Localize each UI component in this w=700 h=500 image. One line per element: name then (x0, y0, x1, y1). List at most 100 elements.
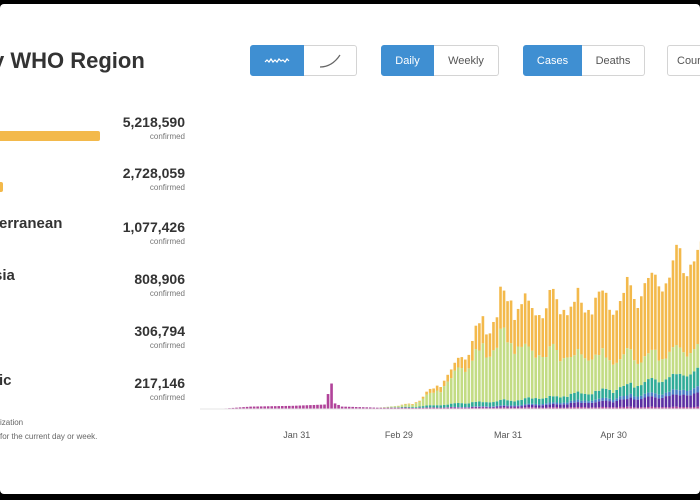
bar-segment-south_east_asia (640, 399, 643, 408)
bar-segment-eastern_mediterranean (664, 379, 668, 393)
bar-segment-western_pacific (400, 407, 404, 409)
bar-segment-eastern_mediterranean (502, 399, 506, 406)
bar-segment-south_east_asia (485, 406, 488, 408)
bar-segment-eastern_mediterranean (453, 403, 457, 407)
bar-segment-western_pacific (449, 407, 453, 409)
bar-segment-africa (537, 404, 541, 406)
bar-segment-western_pacific (675, 406, 678, 409)
bar-segment-europe (383, 407, 386, 408)
bar-segment-eastern_mediterranean (647, 379, 650, 393)
bar-segment-western_pacific (273, 406, 277, 409)
bar-segment-americas (636, 308, 640, 364)
bar-segment-americas (442, 380, 446, 387)
bar-segment-south_east_asia (608, 401, 611, 408)
bar-segment-eastern_mediterranean (682, 375, 685, 390)
bar-segment-europe (555, 350, 559, 397)
bar-segment-eastern_mediterranean (411, 407, 414, 408)
bar-segment-western_pacific (485, 407, 488, 409)
bar-segment-americas (421, 396, 425, 399)
bar-chart-style-button[interactable] (250, 45, 304, 76)
bar-segment-africa (576, 399, 580, 403)
bar-segment-africa (661, 394, 664, 398)
bar-segment-americas (608, 309, 611, 361)
region-row-americas[interactable]: 5,218,590 confirmed (0, 114, 190, 154)
bar-segment-americas (569, 306, 573, 358)
weekly-button[interactable]: Weekly (434, 45, 499, 76)
bar-segment-south_east_asia (530, 405, 534, 408)
bar-segment-americas (411, 404, 414, 405)
bar-segment-africa (566, 402, 569, 405)
bar-segment-eastern_mediterranean (622, 385, 626, 396)
bar-segment-americas (601, 290, 604, 349)
bar-segment-americas (492, 321, 495, 351)
region-bar-europe (0, 182, 3, 192)
bar-segment-americas (407, 403, 411, 405)
bar-segment-eastern_mediterranean (516, 400, 520, 406)
bar-segment-africa (597, 398, 601, 402)
bar-segment-americas (481, 316, 485, 344)
bar-segment-south_east_asia (523, 405, 527, 408)
bar-segment-western_pacific (530, 407, 534, 409)
region-row-europe[interactable]: 2,728,059 confirmed (0, 165, 190, 205)
bar-segment-americas (692, 261, 696, 350)
bar-segment-western_pacific (235, 407, 238, 409)
bar-segment-europe (636, 363, 640, 387)
bar-segment-western_pacific (432, 407, 435, 409)
region-value: 808,906 (134, 271, 185, 287)
bar-segment-americas (439, 387, 442, 393)
bar-segment-western_pacific (685, 407, 689, 409)
bar-segment-europe (418, 401, 421, 407)
bar-segment-africa (643, 393, 647, 398)
bar-segment-eastern_mediterranean (467, 403, 471, 408)
bars-layer (203, 241, 700, 409)
bar-segment-eastern_mediterranean (449, 403, 453, 407)
region-row-eastern-mediterranean[interactable]: terranean 1,077,426 confirmed (0, 215, 190, 255)
region-row-south-east-asia[interactable]: sia 808,906 confirmed (0, 267, 190, 307)
bar-segment-africa (657, 394, 661, 399)
curve-chart-style-button[interactable] (304, 45, 357, 76)
bar-segment-south_east_asia (632, 399, 636, 408)
bar-segment-south_east_asia (590, 402, 594, 408)
bar-segment-europe (467, 368, 471, 404)
bar-segment-americas (499, 286, 502, 329)
region-row-africa[interactable]: 306,794 confirmed (0, 323, 190, 363)
bar-segment-europe (632, 360, 636, 388)
bar-segment-europe (594, 354, 597, 391)
bar-segment-africa (618, 396, 622, 400)
daily-button[interactable]: Daily (381, 45, 434, 76)
bar-segment-south_east_asia (611, 402, 615, 408)
bar-segment-western_pacific (376, 407, 379, 409)
bar-segment-eastern_mediterranean (541, 398, 545, 404)
bar-segment-eastern_mediterranean (421, 406, 425, 408)
bar-segment-western_pacific (689, 407, 692, 409)
bar-segment-eastern_mediterranean (625, 384, 629, 396)
bar-segment-western_pacific (495, 407, 499, 409)
x-tick-label: Jan 31 (283, 430, 310, 440)
bar-segment-western_pacific (340, 406, 344, 409)
bar-segment-western_pacific (552, 407, 555, 409)
bar-segment-south_east_asia (636, 399, 640, 408)
bar-segment-europe (580, 354, 583, 394)
bar-segment-europe (446, 381, 450, 405)
region-row-western-pacific[interactable]: fic 217,146 confirmed (0, 372, 190, 412)
bar-segment-western_pacific (439, 407, 442, 409)
bar-segment-eastern_mediterranean (661, 381, 664, 395)
bar-segment-south_east_asia (513, 406, 516, 408)
deaths-button[interactable]: Deaths (582, 45, 645, 76)
bar-segment-americas (523, 293, 527, 344)
bar-segment-africa (513, 405, 516, 407)
cases-button[interactable]: Cases (523, 45, 582, 76)
bar-segment-europe (411, 404, 414, 408)
bar-segment-western_pacific (252, 406, 256, 409)
bar-segment-africa (654, 393, 657, 398)
bar-segment-europe (590, 359, 594, 395)
bar-segment-europe (439, 392, 442, 406)
bar-segment-western_pacific (643, 407, 647, 409)
country-button[interactable]: Cour (667, 45, 700, 76)
bar-segment-south_east_asia (559, 404, 562, 408)
bar-segment-africa (499, 405, 502, 407)
bar-segment-americas (449, 369, 453, 379)
bar-segment-europe (689, 353, 692, 375)
bar-segment-western_pacific (566, 407, 569, 409)
bar-segment-europe (671, 347, 675, 374)
